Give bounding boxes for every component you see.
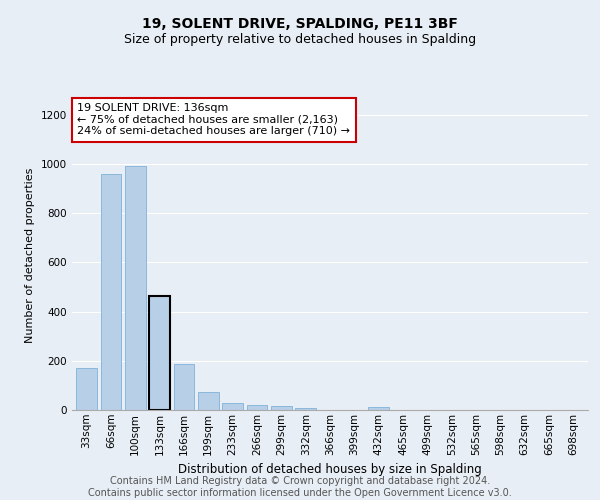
Bar [76,368,97,410]
Text: 19, SOLENT DRIVE, SPALDING, PE11 3BF: 19, SOLENT DRIVE, SPALDING, PE11 3BF [142,18,458,32]
Bar [368,407,389,410]
Bar [173,364,194,410]
Text: 19 SOLENT DRIVE: 136sqm
← 75% of detached houses are smaller (2,163)
24% of semi: 19 SOLENT DRIVE: 136sqm ← 75% of detache… [77,103,350,136]
Bar [247,405,268,410]
Bar [295,408,316,410]
Bar [101,174,121,410]
Bar [222,403,243,410]
Y-axis label: Number of detached properties: Number of detached properties [25,168,35,342]
Bar [149,296,170,410]
Text: Contains HM Land Registry data © Crown copyright and database right 2024.
Contai: Contains HM Land Registry data © Crown c… [88,476,512,498]
Bar [198,392,218,410]
Bar [271,406,292,410]
X-axis label: Distribution of detached houses by size in Spalding: Distribution of detached houses by size … [178,463,482,476]
Bar [125,166,146,410]
Text: Size of property relative to detached houses in Spalding: Size of property relative to detached ho… [124,32,476,46]
